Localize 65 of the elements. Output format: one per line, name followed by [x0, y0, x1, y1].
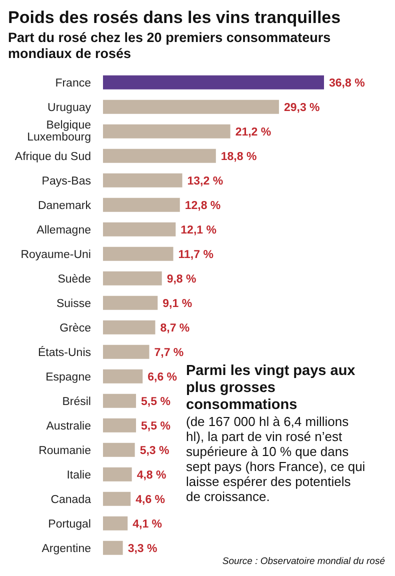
chart-subtitle: Part du rosé chez les 20 premiers consommateurs mondiaux de rosés: [8, 30, 332, 62]
data-label: 6,6 %: [148, 371, 178, 384]
y-tick-label: Belgique Luxembourg: [27, 119, 91, 144]
data-label: 18,8 %: [220, 150, 257, 163]
y-tick-label: Canada: [50, 494, 92, 506]
bar: [103, 540, 123, 555]
y-tick-label: Australie: [46, 420, 91, 432]
y-tick-label: Suisse: [56, 298, 91, 310]
data-label: 11,7 %: [178, 248, 214, 261]
data-label: 12,8 %: [184, 200, 221, 212]
bar: [103, 394, 136, 408]
data-label: 9,1 %: [162, 298, 192, 310]
y-tick-label: Grèce: [60, 322, 91, 334]
bar: [103, 296, 158, 310]
data-label: 3,3 %: [128, 542, 158, 555]
bar: [103, 198, 180, 212]
data-label: 4,8 %: [136, 469, 166, 482]
y-tick-label: Uruguay: [48, 102, 92, 114]
bar: [103, 75, 324, 90]
data-label: 4,1 %: [132, 518, 162, 530]
y-tick-label: Roumanie: [38, 444, 91, 457]
bar: [103, 492, 131, 506]
data-label: 21,2 %: [235, 126, 272, 138]
y-tick-label: Allemagne: [36, 224, 91, 236]
bar: [103, 173, 182, 188]
y-tick-label: Danemark: [38, 200, 92, 212]
y-tick-label: Suède: [58, 273, 91, 286]
data-label: 29,3 %: [284, 102, 320, 114]
data-label: 12,1 %: [180, 224, 216, 236]
bar: [103, 369, 143, 384]
data-label: 13,2 %: [187, 175, 224, 188]
chart-title: Poids des rosés dans les vins tranquilles: [8, 8, 342, 28]
y-tick-label: États-Unis: [38, 346, 92, 359]
data-label: 5,5 %: [141, 396, 170, 408]
data-label: 36,8 %: [329, 77, 365, 90]
data-label: 4,6 %: [136, 494, 166, 506]
data-label: 8,7 %: [160, 322, 190, 334]
y-tick-label: Espagne: [46, 371, 91, 384]
y-tick-label: Italie: [66, 469, 91, 482]
bar: [103, 442, 135, 457]
bar: [103, 516, 128, 530]
bar: [103, 246, 174, 261]
annotation: Parmi les vingt pays aux plus grosses consommations: [186, 363, 356, 414]
bar: [103, 124, 230, 138]
annotation: (de 167 000 hl à 6,4 millions hl), la part de vin rosé n’est supérieure à 10 % que dans sept pays (hors France), ce qui laisse espérer des potentiels de croissance.: [186, 414, 366, 504]
data-label: 5,5 %: [141, 420, 170, 432]
bar: [103, 320, 156, 334]
y-tick-label: Afrique du Sud: [14, 150, 91, 163]
bar: [103, 344, 150, 359]
bar: [103, 222, 176, 236]
y-tick-label: Portugal: [48, 518, 91, 530]
bar: [103, 467, 132, 482]
y-tick-label: Argentine: [42, 542, 91, 555]
bar: [103, 271, 162, 286]
y-tick-label: Pays-Bas: [42, 175, 92, 188]
data-label: 9,8 %: [166, 273, 196, 286]
data-label: 5,3 %: [140, 444, 170, 457]
y-tick-label: France: [55, 77, 91, 90]
annotation: Source : Observatoire mondial du rosé: [222, 556, 385, 567]
bar: [103, 100, 279, 114]
bar: [103, 148, 216, 163]
data-label: 7,7 %: [154, 346, 184, 359]
y-tick-label: Royaume-Uni: [20, 248, 91, 261]
y-tick-label: Brésil: [62, 396, 91, 408]
bar: [103, 418, 136, 432]
